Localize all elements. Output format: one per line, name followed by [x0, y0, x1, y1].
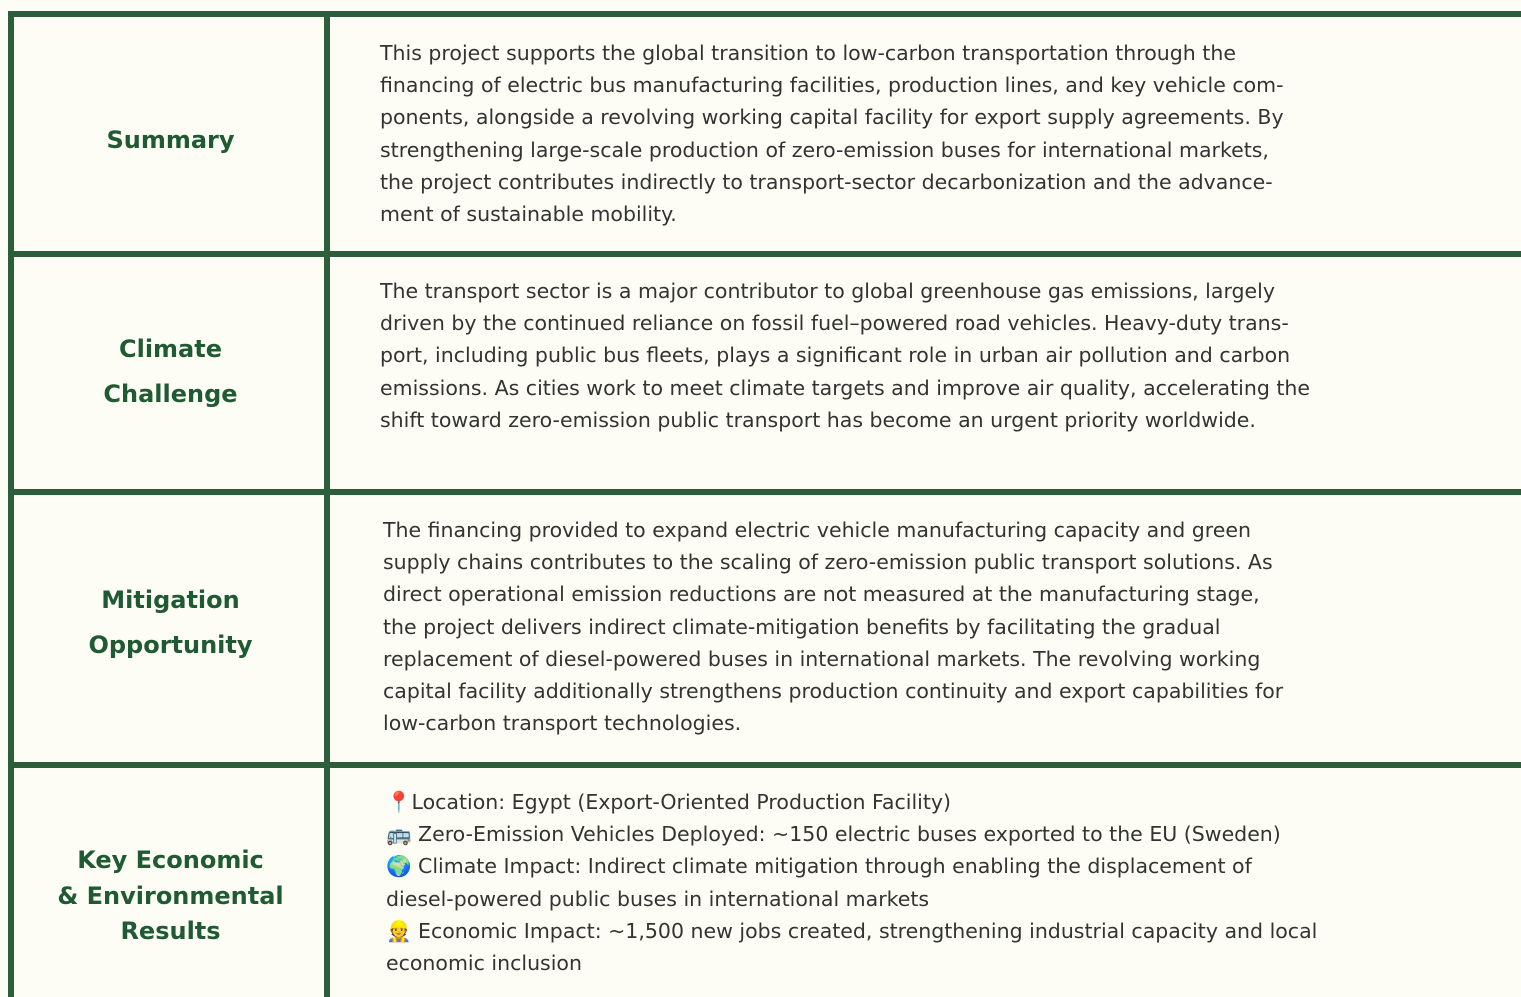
border [8, 489, 1521, 495]
row-text: 👷 Economic Impact: ~1,500 new jobs creat… [386, 918, 1318, 943]
row-label: Key Economic [77, 846, 264, 875]
border [324, 14, 330, 997]
row-text: direct operational emission reductions a… [383, 582, 1260, 607]
row-text: 🚌 Zero-Emission Vehicles Deployed: ~150 … [386, 822, 1281, 847]
row-text: The financing provided to expand electri… [383, 518, 1251, 542]
row-text: driven by the continued reliance on foss… [380, 311, 1289, 336]
row-label: Challenge [103, 379, 238, 408]
row-text: the project contributes indirectly to tr… [380, 169, 1273, 194]
row-text: diesel-powered public buses in internati… [386, 886, 930, 911]
row-text: strengthening large-scale production of … [380, 137, 1269, 162]
row-text: port, including public bus fleets, plays… [380, 343, 1291, 368]
row-text: shift toward zero-emission public transp… [380, 407, 1256, 432]
row-label: Results [120, 917, 221, 946]
row-text: economic inclusion [386, 951, 582, 975]
row-text: The transport sector is a major contribu… [380, 279, 1275, 303]
row-label: Climate [118, 334, 223, 363]
row-text: This project supports the global transit… [380, 41, 1236, 65]
row-label: Opportunity [88, 630, 253, 659]
row-text: capital facility additionally strengthen… [383, 679, 1284, 703]
row-text: emissions. As cities work to meet climat… [380, 375, 1310, 400]
row-text: financing of electric bus manufacturing … [380, 73, 1284, 98]
border [8, 762, 1521, 768]
border [8, 11, 1521, 17]
row-text: the project delivers indirect climate-mi… [383, 614, 1221, 639]
row-text: supply chains contributes to the scaling… [383, 550, 1273, 575]
row-text: 🌍 Climate Impact: Indirect climate mitig… [386, 854, 1252, 879]
row-text: low-carbon transport technologies. [383, 711, 742, 736]
row-text: replacement of diesel-powered buses in i… [383, 646, 1261, 671]
row-text: ponents, alongside a revolving working c… [380, 105, 1284, 130]
row-label: & Environmental [57, 881, 284, 910]
row-label: Mitigation [101, 585, 240, 614]
row-text: ment of sustainable mobility. [380, 202, 677, 226]
border [8, 14, 14, 997]
row-label: Summary [106, 125, 235, 154]
row-text: 📍Location: Egypt (Export-Oriented Produc… [386, 790, 952, 814]
border [8, 251, 1521, 257]
